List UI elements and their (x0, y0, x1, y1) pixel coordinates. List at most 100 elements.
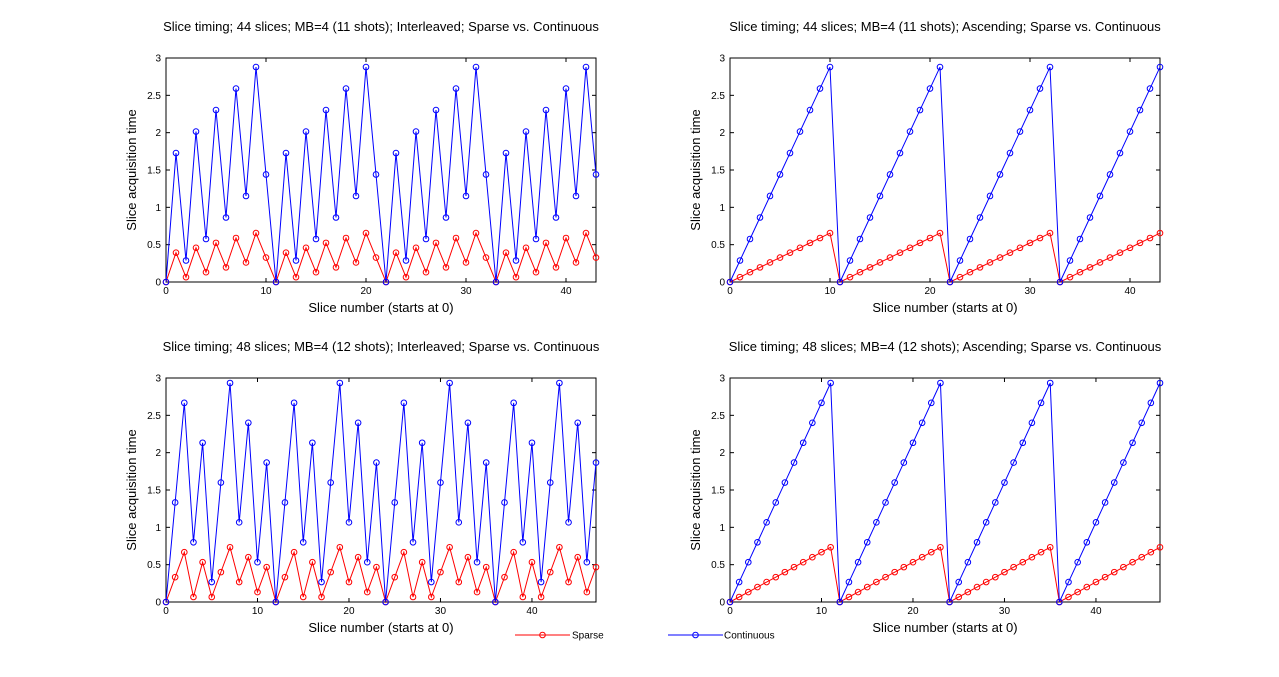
x-tick-label: 0 (727, 286, 733, 297)
data-point (272, 598, 280, 606)
chart-title: Slice timing; 48 slices; MB=4 (12 shots)… (163, 339, 600, 354)
data-point (996, 254, 1004, 261)
series-continuous (162, 63, 600, 286)
data-point (927, 548, 935, 556)
data-point (552, 264, 560, 271)
data-point (1156, 63, 1164, 71)
data-point (992, 573, 999, 581)
data-point (846, 257, 854, 264)
data-point (946, 598, 953, 606)
data-point (312, 268, 320, 276)
x-axis-label: Slice number (starts at 0) (872, 300, 1017, 315)
data-point (786, 149, 794, 157)
data-point (1106, 254, 1114, 261)
series-line-continuous (729, 382, 1161, 603)
data-point (1016, 244, 1024, 252)
data-point (254, 558, 261, 566)
legend-entry-continuous: Continuous (668, 631, 775, 642)
data-point (235, 578, 243, 586)
data-point (956, 257, 964, 264)
data-point (418, 439, 426, 447)
y-tick-label: 0.5 (147, 240, 161, 251)
subplot-1: Slice timing; 44 slices; MB=4 (11 shots)… (124, 19, 599, 315)
data-point (772, 499, 780, 506)
data-point (1129, 439, 1136, 447)
data-point (876, 259, 884, 266)
data-point (966, 268, 974, 276)
data-point (1138, 419, 1145, 427)
data-point (322, 239, 330, 247)
x-tick-label: 10 (252, 606, 264, 617)
x-axis-label: Slice number (starts at 0) (872, 620, 1017, 635)
x-tick-label: 30 (460, 286, 472, 297)
series-sparse (162, 229, 600, 286)
data-point (532, 235, 540, 243)
data-point (242, 192, 250, 200)
data-point (973, 583, 981, 591)
data-point (263, 459, 270, 466)
data-point (432, 239, 440, 247)
data-point (464, 419, 472, 427)
legend-label: Continuous (724, 631, 775, 642)
data-point (199, 558, 206, 566)
data-point (1010, 459, 1017, 466)
data-point (362, 229, 370, 237)
data-point (1120, 563, 1127, 571)
data-point (572, 192, 580, 200)
data-point (546, 568, 554, 576)
data-point (1136, 239, 1144, 247)
y-tick-label: 3 (719, 54, 725, 65)
data-point (222, 264, 230, 271)
data-point (816, 234, 824, 242)
data-point (190, 538, 197, 546)
data-point (846, 273, 854, 281)
data-point (976, 264, 984, 271)
y-tick-label: 0 (155, 278, 161, 289)
data-point (986, 259, 994, 266)
data-point (442, 214, 450, 221)
series-continuous (162, 379, 600, 606)
data-point (781, 568, 789, 576)
data-point (202, 268, 210, 276)
data-point (926, 85, 934, 92)
data-point (1028, 419, 1036, 427)
data-point (290, 399, 298, 407)
data-point (854, 558, 862, 566)
data-point (372, 254, 380, 261)
legend-label: Sparse (572, 631, 604, 642)
data-point (482, 459, 490, 466)
series-line-sparse (729, 546, 1161, 603)
data-point (866, 214, 874, 221)
y-tick-label: 3 (719, 374, 725, 385)
data-point (462, 192, 470, 200)
data-point (955, 578, 963, 586)
data-point (437, 568, 444, 576)
data-point (735, 578, 743, 586)
data-point (1101, 573, 1109, 581)
data-point (318, 578, 325, 586)
chart-title: Slice timing; 44 slices; MB=4 (11 shots)… (163, 19, 599, 34)
data-point (556, 379, 563, 387)
x-tick-label: 10 (260, 286, 272, 297)
data-point (327, 479, 334, 486)
data-point (382, 598, 389, 606)
y-tick-label: 3 (155, 374, 161, 385)
chart-title: Slice timing; 44 slices; MB=4 (11 shots)… (729, 19, 1161, 34)
data-point (1076, 268, 1084, 276)
data-point (402, 273, 410, 281)
data-point (916, 239, 924, 247)
data-point (776, 171, 784, 178)
data-point (916, 106, 924, 114)
data-point (428, 593, 435, 601)
data-point (302, 244, 310, 252)
data-point (754, 583, 761, 591)
data-point (281, 573, 289, 581)
data-point (202, 235, 210, 243)
x-tick-label: 40 (1090, 606, 1102, 617)
x-tick-label: 40 (560, 286, 572, 297)
legend-marker (539, 631, 546, 639)
data-point (482, 171, 490, 178)
data-point (302, 128, 310, 135)
data-point (1146, 85, 1154, 92)
y-tick-label: 1 (719, 523, 725, 534)
